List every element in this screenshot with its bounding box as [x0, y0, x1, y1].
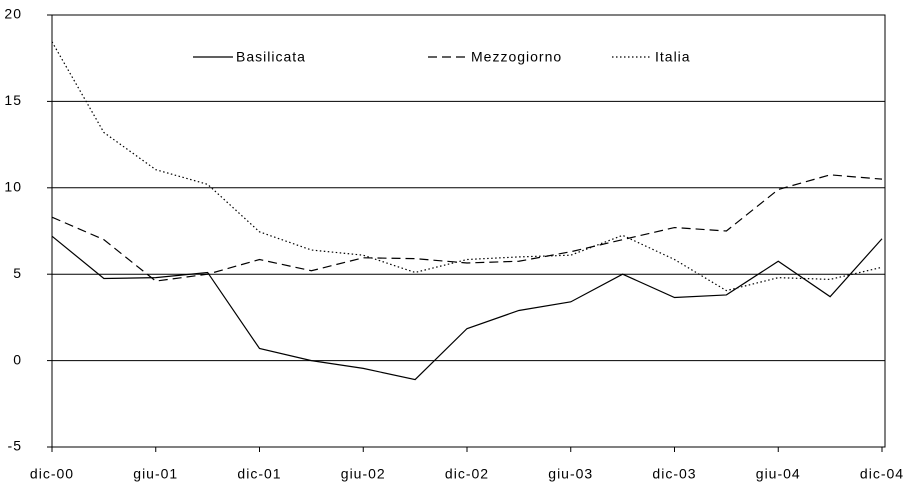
series-line	[51, 174, 883, 282]
x-tick-label: dic-00	[30, 466, 74, 482]
x-tick-label: giu-03	[548, 466, 593, 482]
y-tick-label: 10	[4, 179, 22, 195]
y-tick-label: 5	[13, 265, 22, 281]
x-tick-label: dic-02	[445, 466, 489, 482]
x-tick-label: dic-01	[237, 466, 281, 482]
x-tick-label: giu-01	[133, 466, 178, 482]
series-line	[51, 41, 883, 292]
plot-frame	[51, 14, 886, 448]
x-tick-label: giu-04	[756, 466, 801, 482]
x-tick-label: dic-03	[652, 466, 696, 482]
series-line	[51, 235, 883, 381]
legend-label: Italia	[655, 49, 691, 65]
y-tick-label: 0	[13, 351, 22, 367]
legend-label: Mezzogiorno	[471, 49, 562, 65]
y-tick-label: -5	[8, 438, 22, 454]
y-tick-label: 15	[4, 92, 22, 108]
x-tick-label: giu-02	[341, 466, 386, 482]
legend-label: Basilicata	[236, 49, 306, 65]
y-tick-label: 20	[4, 6, 22, 22]
x-tick-label: dic-04	[860, 466, 904, 482]
